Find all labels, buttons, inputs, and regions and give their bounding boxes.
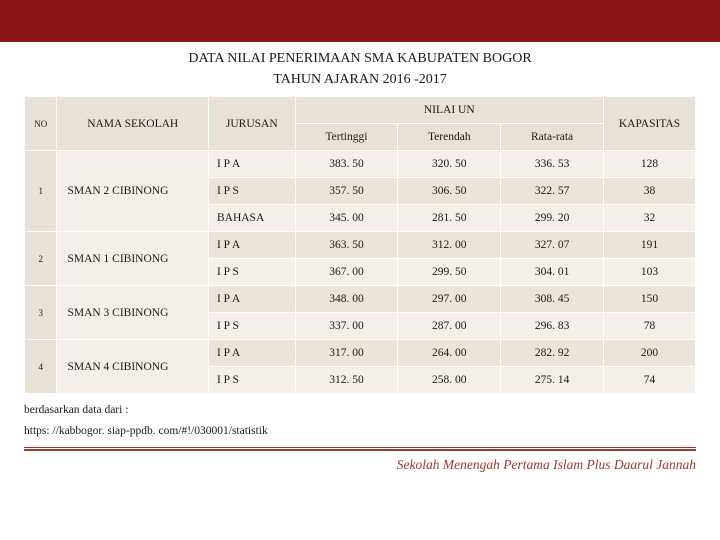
cell-high: 367. 00 <box>295 259 398 286</box>
cell-avg: 299. 20 <box>501 205 604 232</box>
cell-avg: 275. 14 <box>501 367 604 394</box>
cell-low: 320. 50 <box>398 151 501 178</box>
cell-avg: 282. 92 <box>501 340 604 367</box>
cell-jurusan: I P A <box>208 286 295 313</box>
cell-cap: 38 <box>603 178 695 205</box>
title-line1: DATA NILAI PENERIMAAN SMA KABUPATEN BOGO… <box>24 48 696 69</box>
cell-jurusan: I P S <box>208 259 295 286</box>
cell-jurusan: BAHASA <box>208 205 295 232</box>
cell-avg: 308. 45 <box>501 286 604 313</box>
cell-low: 297. 00 <box>398 286 501 313</box>
source-area: berdasarkan data dari : https: //kabbogo… <box>24 400 696 441</box>
cell-avg: 322. 57 <box>501 178 604 205</box>
cell-high: 383. 50 <box>295 151 398 178</box>
cell-school: SMAN 2 CIBINONG <box>57 151 209 232</box>
th-jur: JURUSAN <box>208 97 295 151</box>
cell-low: 258. 00 <box>398 367 501 394</box>
cell-school: SMAN 3 CIBINONG <box>57 286 209 340</box>
title-block: DATA NILAI PENERIMAAN SMA KABUPATEN BOGO… <box>24 48 696 90</box>
cell-high: 345. 00 <box>295 205 398 232</box>
cell-jurusan: I P A <box>208 151 295 178</box>
cell-cap: 103 <box>603 259 695 286</box>
top-bar <box>0 0 720 42</box>
cell-jurusan: I P A <box>208 340 295 367</box>
cell-school: SMAN 4 CIBINONG <box>57 340 209 394</box>
cell-cap: 32 <box>603 205 695 232</box>
data-table: NO NAMA SEKOLAH JURUSAN NILAI UN KAPASIT… <box>24 96 696 394</box>
cell-cap: 191 <box>603 232 695 259</box>
th-nilai: NILAI UN <box>295 97 603 124</box>
table-row: 1SMAN 2 CIBINONGI P A383. 50320. 50336. … <box>25 151 696 178</box>
th-no: NO <box>25 97 57 151</box>
cell-avg: 327. 07 <box>501 232 604 259</box>
cell-low: 299. 50 <box>398 259 501 286</box>
cell-cap: 74 <box>603 367 695 394</box>
th-high: Tertinggi <box>295 124 398 151</box>
cell-low: 306. 50 <box>398 178 501 205</box>
title-line2: TAHUN AJARAN 2016 -2017 <box>24 69 696 90</box>
cell-low: 264. 00 <box>398 340 501 367</box>
th-low: Terendah <box>398 124 501 151</box>
cell-jurusan: I P S <box>208 367 295 394</box>
cell-high: 357. 50 <box>295 178 398 205</box>
footer-text: Sekolah Menengah Pertama Islam Plus Daar… <box>0 457 720 473</box>
source-url: https: //kabbogor. siap-ppdb. com/#!/030… <box>24 421 696 442</box>
cell-cap: 128 <box>603 151 695 178</box>
cell-high: 312. 50 <box>295 367 398 394</box>
cell-no: 2 <box>25 232 57 286</box>
table-row: 2SMAN 1 CIBINONGI P A363. 50312. 00327. … <box>25 232 696 259</box>
th-school: NAMA SEKOLAH <box>57 97 209 151</box>
table-head: NO NAMA SEKOLAH JURUSAN NILAI UN KAPASIT… <box>25 97 696 151</box>
cell-avg: 296. 83 <box>501 313 604 340</box>
cell-high: 317. 00 <box>295 340 398 367</box>
cell-low: 312. 00 <box>398 232 501 259</box>
table-body: 1SMAN 2 CIBINONGI P A383. 50320. 50336. … <box>25 151 696 394</box>
table-row: 4SMAN 4 CIBINONGI P A317. 00264. 00282. … <box>25 340 696 367</box>
cell-jurusan: I P S <box>208 178 295 205</box>
table-row: 3SMAN 3 CIBINONGI P A348. 00297. 00308. … <box>25 286 696 313</box>
cell-low: 281. 50 <box>398 205 501 232</box>
cell-no: 4 <box>25 340 57 394</box>
cell-no: 1 <box>25 151 57 232</box>
source-label: berdasarkan data dari : <box>24 400 696 421</box>
cell-avg: 336. 53 <box>501 151 604 178</box>
cell-cap: 78 <box>603 313 695 340</box>
divider-line <box>24 447 696 451</box>
cell-low: 287. 00 <box>398 313 501 340</box>
cell-jurusan: I P A <box>208 232 295 259</box>
cell-no: 3 <box>25 286 57 340</box>
th-cap: KAPASITAS <box>603 97 695 151</box>
th-avg: Rata-rata <box>501 124 604 151</box>
cell-school: SMAN 1 CIBINONG <box>57 232 209 286</box>
cell-high: 363. 50 <box>295 232 398 259</box>
cell-high: 337. 00 <box>295 313 398 340</box>
cell-cap: 150 <box>603 286 695 313</box>
cell-high: 348. 00 <box>295 286 398 313</box>
cell-jurusan: I P S <box>208 313 295 340</box>
cell-avg: 304. 01 <box>501 259 604 286</box>
cell-cap: 200 <box>603 340 695 367</box>
content-area: DATA NILAI PENERIMAAN SMA KABUPATEN BOGO… <box>0 42 720 441</box>
